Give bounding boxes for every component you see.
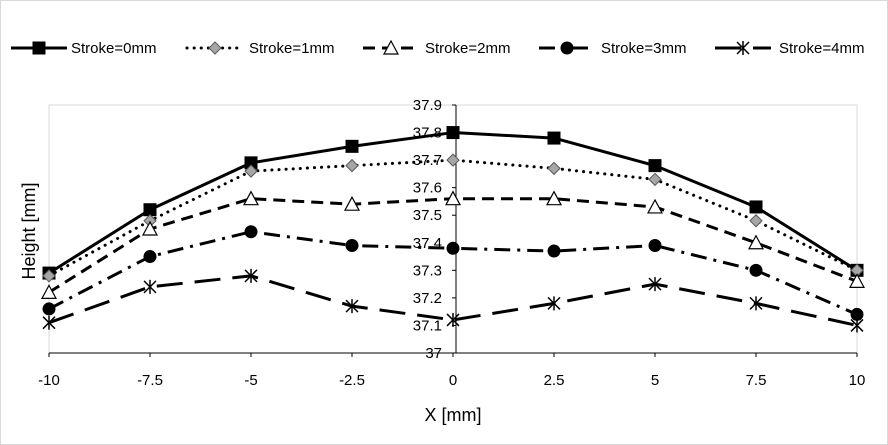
legend-label: Stroke=4mm [779,40,864,57]
data-point [446,241,460,255]
data-point [547,131,561,145]
x-tick-label: 0 [449,372,457,389]
legend-marker [382,39,400,55]
data-point [749,296,763,311]
data-point [747,234,765,250]
data-point [42,269,56,283]
legend-label: Stroke=3mm [601,40,686,57]
legend-marker [736,41,750,55]
data-point [42,315,56,330]
x-tick-label: -10 [38,372,60,389]
legend-item-3: Stroke=2mm [363,39,510,57]
data-point [444,190,462,206]
data-point [141,220,159,236]
data-point [648,159,662,173]
x-tick-label: 5 [651,372,659,389]
legend-label: Stroke=1mm [249,40,334,57]
series-layer [40,126,866,333]
data-point [244,268,258,283]
data-point [345,239,359,253]
data-point [244,225,258,239]
legend-label: Stroke=2mm [425,40,510,57]
data-point [446,153,460,167]
series-line [47,158,859,278]
legend: Stroke=0mm Stroke=1mm Stroke=2mm Stroke=3mm… [11,39,864,57]
y-tick-label: 37.9 [413,97,442,114]
data-point [749,263,763,277]
x-tick-label: 7.5 [746,372,767,389]
data-point [143,203,157,217]
series-3 [40,190,866,299]
data-point [42,302,56,316]
legend-item-2: Stroke=1mm [185,40,334,57]
legend-item-4: Stroke=3mm [539,40,686,57]
data-point [749,200,763,214]
x-tick-label: -5 [244,372,257,389]
series-4 [42,225,864,321]
data-point [547,244,561,258]
x-tick-label: -2.5 [339,372,365,389]
data-point [143,250,157,264]
y-tick-label: 37 [425,345,442,362]
y-tick-label: 37.6 [413,180,442,197]
y-tick-label: 37.1 [413,317,442,334]
legend-marker [32,41,46,55]
legend-marker [208,41,222,55]
series-5 [42,268,864,333]
data-point [40,284,58,299]
y-tick-label: 37.2 [413,290,442,307]
legend-label: Stroke=0mm [71,40,156,57]
data-point [648,277,662,292]
data-point [545,190,563,206]
y-tick-label: 37.8 [413,125,442,142]
data-point [648,239,662,253]
data-point [345,139,359,153]
data-point [850,318,864,333]
x-tick-label: 2.5 [544,372,565,389]
y-tick-label: 37.5 [413,207,442,224]
data-point [345,299,359,314]
data-point [143,279,157,294]
x-tick-label: -7.5 [137,372,163,389]
data-point [547,296,561,311]
x-tick-labels: -10 -7.5 -5 -2.5 0 2.5 5 7.5 10 [38,353,865,389]
x-axis-title: X [mm] [425,405,482,425]
data-point [345,158,359,173]
series-2 [42,153,864,283]
data-point [547,161,561,176]
legend-item-1: Stroke=0mm [11,40,156,57]
y-axis-title: Height [mm] [19,182,39,279]
x-tick-label: 10 [849,372,866,389]
data-point [749,214,763,228]
data-point [244,164,258,178]
data-point [646,198,664,214]
data-point [446,312,460,327]
y-tick-label: 37.3 [413,262,442,279]
legend-item-5: Stroke=4mm [715,40,864,57]
data-point [446,126,460,140]
legend-marker [560,41,574,55]
series-line [48,274,858,327]
data-point [648,172,662,187]
data-point [343,195,361,211]
data-point [850,307,864,321]
data-point [242,190,260,206]
data-point [848,273,866,288]
